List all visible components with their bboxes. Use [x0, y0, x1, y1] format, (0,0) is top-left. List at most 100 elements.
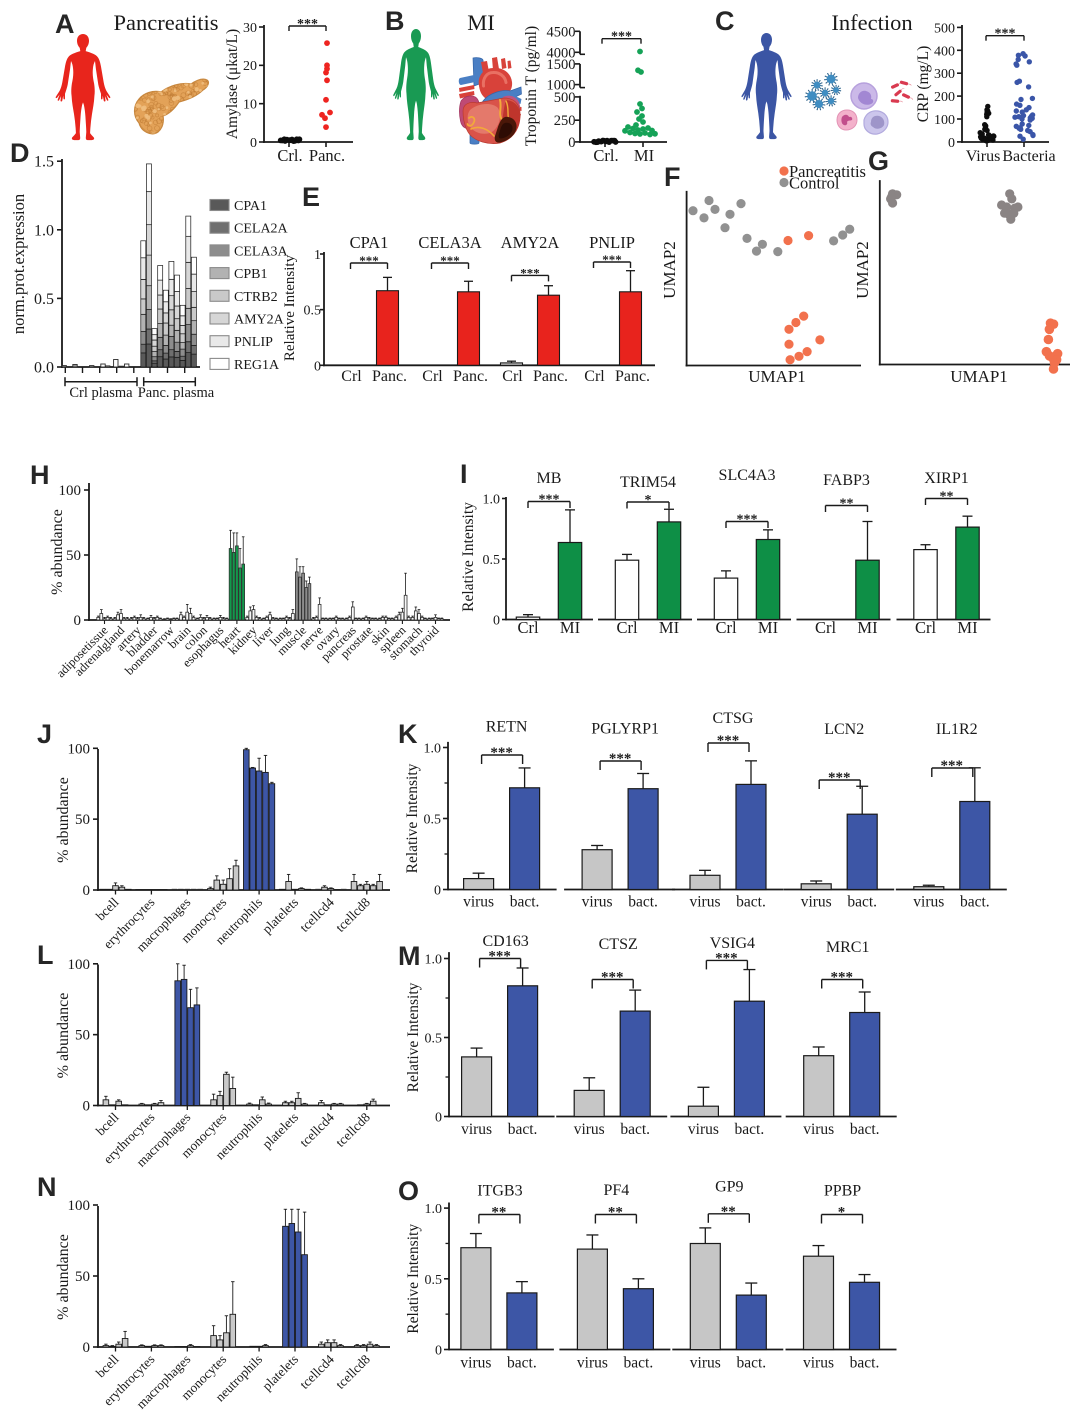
svg-text:CTRB2: CTRB2: [234, 290, 278, 305]
svg-text:***: ***: [359, 253, 379, 268]
svg-text:***: ***: [601, 970, 624, 986]
svg-text:virus: virus: [577, 1355, 608, 1372]
svg-text:LCN2: LCN2: [824, 721, 864, 738]
svg-text:1.5: 1.5: [34, 154, 54, 171]
svg-text:bact.: bact.: [850, 1355, 880, 1372]
svg-text:Panc.: Panc.: [615, 368, 650, 385]
svg-text:MRC1: MRC1: [826, 939, 870, 956]
svg-text:Crl: Crl: [915, 618, 937, 637]
svg-text:CPA1: CPA1: [350, 233, 389, 252]
svg-text:***: ***: [611, 30, 632, 45]
svg-text:1.0: 1.0: [425, 953, 443, 968]
svg-text:CELA3A: CELA3A: [234, 244, 289, 259]
svg-text:Relative Intensity: Relative Intensity: [405, 982, 422, 1092]
svg-text:% abundance: % abundance: [49, 509, 66, 595]
svg-text:PGLYRP1: PGLYRP1: [591, 721, 659, 738]
svg-text:Crl: Crl: [715, 618, 737, 637]
svg-text:I: I: [460, 459, 468, 489]
svg-text:50: 50: [75, 1028, 90, 1044]
svg-text:Virus: Virus: [966, 148, 1001, 165]
svg-text:Control: Control: [789, 174, 840, 193]
svg-text:AMY2A: AMY2A: [501, 233, 560, 252]
svg-text:PNLIP: PNLIP: [234, 335, 273, 350]
svg-text:500: 500: [934, 21, 955, 36]
svg-text:virus: virus: [582, 894, 613, 911]
svg-text:virus: virus: [801, 894, 832, 911]
svg-text:100: 100: [59, 483, 82, 499]
svg-text:0: 0: [568, 135, 575, 151]
svg-text:50: 50: [75, 812, 90, 828]
svg-text:XIRP1: XIRP1: [924, 470, 968, 487]
svg-text:0.5: 0.5: [34, 291, 54, 308]
svg-text:4000: 4000: [547, 45, 576, 61]
svg-text:Panc.: Panc.: [533, 368, 568, 385]
svg-text:MI: MI: [634, 146, 654, 165]
svg-text:4500: 4500: [547, 24, 576, 40]
svg-text:Crl: Crl: [815, 618, 837, 637]
svg-text:H: H: [30, 460, 50, 490]
svg-text:D: D: [10, 138, 30, 168]
svg-text:**: **: [608, 1205, 623, 1221]
svg-text:PF4: PF4: [604, 1182, 630, 1199]
svg-text:O: O: [398, 1176, 419, 1206]
svg-text:MI: MI: [857, 618, 877, 637]
svg-text:ITGB3: ITGB3: [477, 1182, 522, 1199]
svg-text:UMAP2: UMAP2: [660, 241, 679, 299]
svg-text:Crl: Crl: [517, 618, 539, 637]
svg-text:bact.: bact.: [736, 894, 766, 911]
svg-text:***: ***: [488, 949, 511, 965]
svg-text:***: ***: [737, 513, 758, 528]
svg-text:MI: MI: [467, 10, 495, 35]
svg-text:CRP (mg/L): CRP (mg/L): [915, 46, 932, 123]
svg-text:AMY2A: AMY2A: [234, 313, 285, 328]
svg-text:E: E: [302, 182, 320, 212]
svg-text:RETN: RETN: [486, 719, 528, 736]
svg-text:Relative Intensity: Relative Intensity: [404, 763, 421, 873]
svg-text:TRIM54: TRIM54: [620, 474, 676, 491]
svg-text:***: ***: [941, 758, 964, 774]
svg-text:bact.: bact.: [850, 1121, 880, 1138]
svg-text:UMAP1: UMAP1: [950, 367, 1008, 386]
svg-text:0: 0: [435, 1344, 442, 1359]
svg-text:CTSZ: CTSZ: [599, 936, 638, 953]
svg-text:0.0: 0.0: [34, 360, 54, 377]
svg-text:FABP3: FABP3: [823, 472, 870, 489]
svg-text:**: **: [721, 1204, 736, 1220]
svg-text:Crl: Crl: [341, 368, 362, 385]
svg-text:1.0: 1.0: [424, 742, 442, 757]
svg-text:MB: MB: [537, 470, 562, 487]
svg-text:***: ***: [609, 751, 632, 767]
svg-text:CELA2A: CELA2A: [234, 222, 289, 237]
svg-text:***: ***: [602, 252, 622, 267]
svg-text:Crl: Crl: [422, 368, 443, 385]
svg-text:10: 10: [243, 97, 257, 112]
svg-text:A: A: [55, 9, 75, 39]
svg-text:1.0: 1.0: [34, 222, 54, 239]
svg-text:bact.: bact.: [508, 1121, 538, 1138]
svg-text:0.5: 0.5: [425, 1032, 443, 1047]
svg-text:CPA1: CPA1: [234, 199, 267, 214]
svg-text:0: 0: [250, 136, 257, 151]
svg-text:1.0: 1.0: [483, 493, 501, 508]
svg-text:% abundance: % abundance: [55, 993, 72, 1079]
svg-text:Crl: Crl: [584, 368, 605, 385]
svg-text:0: 0: [314, 359, 321, 374]
svg-text:0: 0: [83, 1340, 91, 1356]
svg-text:MI: MI: [659, 618, 679, 637]
svg-text:virus: virus: [803, 1121, 834, 1138]
svg-text:Infection: Infection: [831, 10, 912, 35]
svg-text:Panc.: Panc.: [309, 146, 345, 165]
svg-text:SLC4A3: SLC4A3: [719, 467, 776, 484]
svg-text:Crl.: Crl.: [277, 146, 302, 165]
svg-text:*: *: [645, 493, 652, 508]
svg-text:CTSG: CTSG: [713, 710, 754, 727]
svg-text:0: 0: [435, 1111, 442, 1126]
svg-text:virus: virus: [574, 1121, 605, 1138]
svg-text:IL1R2: IL1R2: [936, 721, 978, 738]
svg-text:bact.: bact.: [507, 1355, 537, 1372]
svg-text:K: K: [398, 719, 418, 749]
svg-text:VSIG4: VSIG4: [710, 935, 755, 952]
svg-text:N: N: [37, 1172, 57, 1202]
svg-text:Bacteria: Bacteria: [1002, 148, 1055, 165]
svg-text:0.5: 0.5: [425, 1273, 443, 1288]
